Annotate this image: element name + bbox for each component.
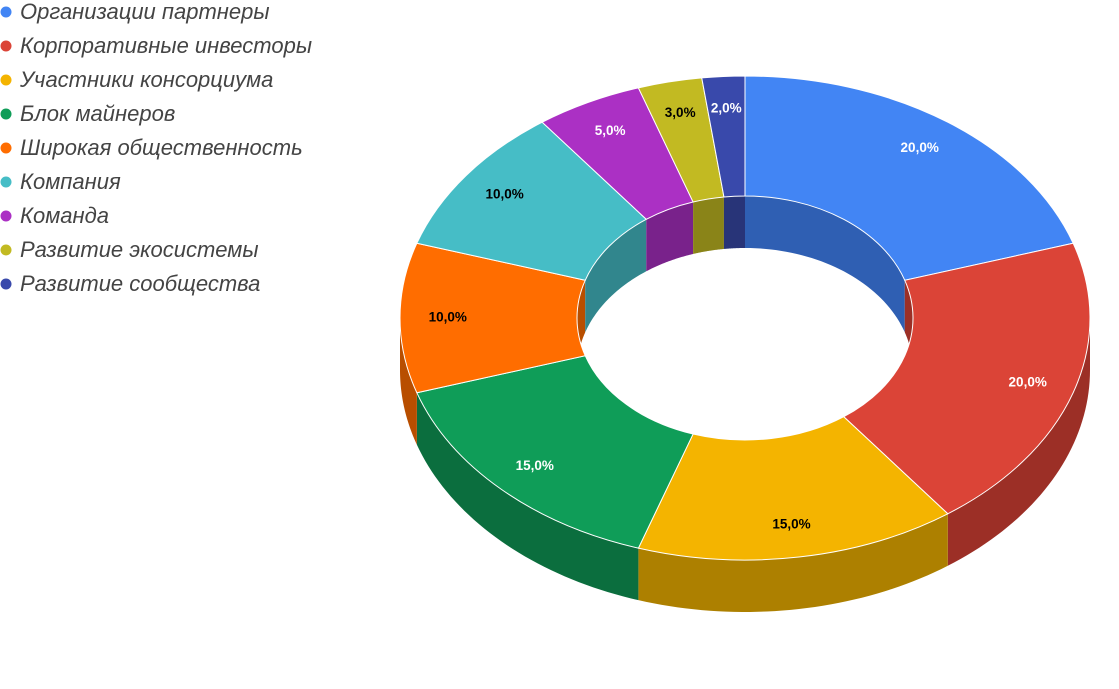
legend-label: Развитие сообщества [20, 271, 260, 296]
legend-label: Команда [20, 203, 109, 228]
legend-marker [0, 176, 12, 188]
slice [416, 355, 694, 549]
slice-sides [400, 318, 1090, 612]
slice-tops [399, 75, 1091, 561]
legend-item: Корпоративные инвесторы [0, 33, 312, 58]
legend-marker [0, 6, 12, 18]
slice-side [416, 392, 639, 601]
legend-item: Развитие сообщества [0, 271, 260, 296]
slice-inner-wall [723, 196, 745, 249]
slice-label: 20,0% [1009, 374, 1047, 389]
slice-labels: 20,0% 20,0% 15,0% 15,0% 10,0% 10,0% 5,0% 3,0% 2,… [429, 100, 1047, 531]
slice-side [638, 513, 948, 612]
slice [399, 242, 586, 394]
legend-marker [0, 108, 12, 120]
legend-label: Развитие экосистемы [20, 237, 259, 262]
legend-marker [0, 74, 12, 86]
legend-marker [0, 142, 12, 154]
legend-item: Блок майнеров [0, 101, 175, 126]
legend: Организации партнеры Корпоративные инвест… [0, 0, 312, 296]
slice [744, 75, 1074, 281]
legend-marker [0, 244, 12, 256]
legend-marker [0, 278, 12, 290]
legend-marker [0, 210, 12, 222]
slice-label: 15,0% [772, 517, 810, 532]
slice [842, 242, 1091, 515]
slice-label: 10,0% [429, 310, 467, 325]
slice-inner-wall [693, 196, 724, 254]
legend-item: Команда [0, 203, 109, 228]
slice-label: 20,0% [901, 140, 939, 155]
legend-item: Развитие экосистемы [0, 237, 259, 262]
slice-label: 10,0% [485, 186, 523, 201]
slice-inner-wall [646, 201, 694, 272]
legend-label: Корпоративные инвесторы [20, 33, 312, 58]
legend-item: Участники консорциума [0, 67, 273, 92]
slice-label: 15,0% [516, 458, 554, 473]
legend-label: Организации партнеры [20, 0, 270, 24]
slice [701, 75, 746, 198]
legend-label: Блок майнеров [20, 101, 175, 126]
slice-label: 5,0% [595, 123, 626, 138]
slice-inner-wall [585, 219, 647, 333]
legend-item: Широкая общественность [0, 135, 303, 160]
legend-item: Компания [0, 169, 121, 194]
legend-item: Организации партнеры [0, 0, 270, 24]
slice-inner-wall [745, 196, 905, 333]
legend-marker [0, 40, 12, 52]
slice-side [400, 318, 417, 445]
slice-side [947, 318, 1090, 566]
legend-label: Компания [20, 169, 121, 194]
slice-label: 2,0% [711, 100, 742, 115]
legend-label: Широкая общественность [20, 135, 303, 160]
slice-label: 3,0% [665, 105, 696, 120]
slice [416, 121, 648, 281]
legend-label: Участники консорциума [19, 67, 273, 92]
slice [637, 416, 949, 561]
